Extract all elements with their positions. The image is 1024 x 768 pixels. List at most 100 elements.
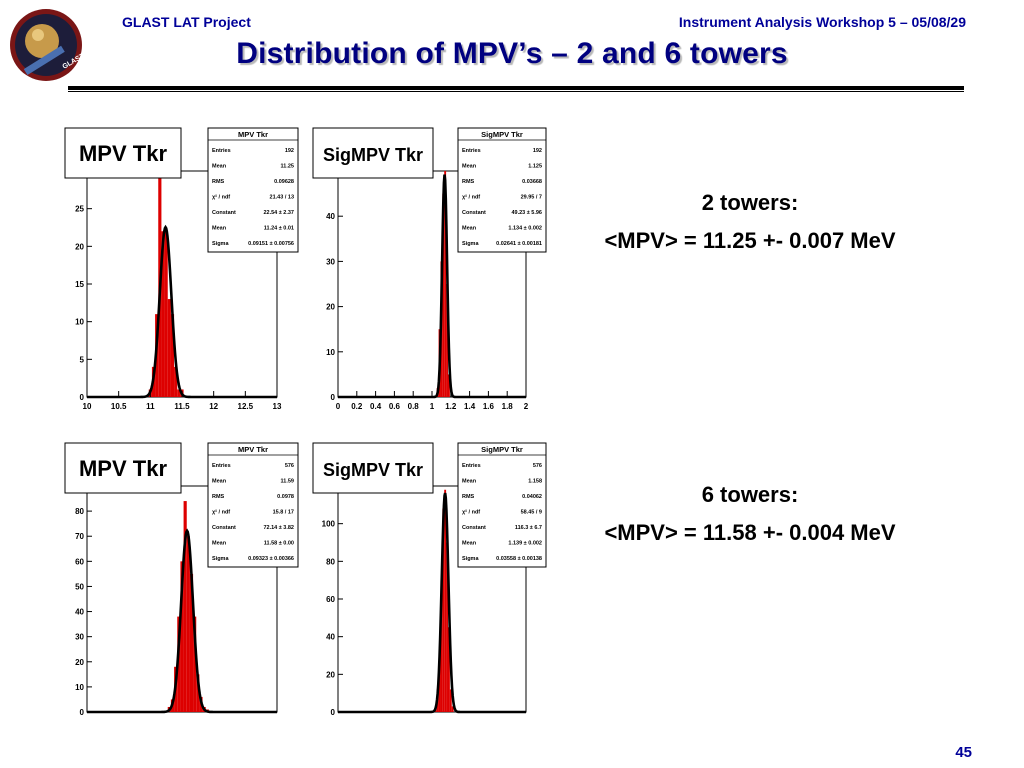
y-tick-label: 0: [331, 708, 336, 717]
title-box: [312, 442, 434, 494]
y-tick-label: 40: [75, 608, 84, 617]
stats-label: Mean: [462, 479, 477, 485]
stats-value: 72.14 ± 3.82: [263, 525, 294, 531]
stats-value: 58.45 / 9: [521, 510, 542, 516]
histogram-bar: [442, 193, 445, 397]
histogram-bar: [177, 389, 181, 397]
stats-label: Constant: [462, 525, 486, 531]
stats-value: 116.3 ± 6.7: [515, 525, 542, 531]
y-tick-label: 25: [75, 205, 84, 214]
x-tick-label: 12.5: [238, 402, 254, 411]
title-box: [312, 127, 434, 179]
histogram-bar: [447, 374, 450, 397]
stats-value: 576: [533, 463, 542, 469]
histogram-title: SigMPV Tkr: [323, 460, 423, 480]
histogram-bar: [449, 689, 452, 712]
stats-value: 11.59: [281, 479, 294, 485]
x-tick-label: 1: [430, 402, 435, 411]
histogram-bar: [193, 616, 197, 712]
histogram-bar: [444, 489, 447, 712]
stats-label: Entries: [212, 463, 231, 469]
y-tick-label: 20: [326, 303, 335, 312]
x-tick-label: 1.2: [445, 402, 457, 411]
stats-label: χ² / ndf: [462, 509, 480, 516]
title-rule-thin: [68, 91, 964, 92]
histogram-bar: [186, 536, 190, 712]
stats-value: 21.43 / 13: [270, 195, 294, 201]
stats-value: 192: [533, 148, 542, 154]
stats-label: RMS: [212, 494, 225, 500]
stats-value: 1.134 ± 0.002: [508, 226, 542, 232]
stats-label: χ² / ndf: [462, 194, 480, 201]
histogram-bar: [189, 573, 194, 712]
stats-label: Sigma: [212, 241, 229, 247]
histogram-bar: [161, 231, 165, 397]
summary-heading: 6 towers:: [701, 482, 799, 507]
stats-value: 11.58 ± 0.00: [264, 541, 294, 547]
summary-heading: 2 towers:: [701, 190, 799, 215]
y-tick-label: 5: [80, 355, 85, 364]
plot-sigmpv-6towers: 0 20 40 60 80 100 SigMPV Tkr SigMPV Tkr Entries 5…: [312, 442, 547, 717]
stats-title: MPV Tkr: [238, 445, 268, 454]
y-tick-label: 60: [326, 595, 335, 604]
summary-value: <MPV> = 11.25 +- 0.007 MeV: [604, 228, 896, 253]
stats-label: Mean: [462, 164, 477, 170]
y-tick-label: 20: [75, 658, 84, 667]
histogram-bar: [447, 627, 450, 712]
title-box: [64, 127, 182, 179]
histogram-bar: [451, 706, 454, 712]
stats-box: [207, 127, 299, 253]
histogram-bar: [164, 231, 168, 397]
stats-value: 29.95 / 7: [521, 195, 542, 201]
title-box: [64, 442, 182, 494]
stats-title: SigMPV Tkr: [481, 130, 523, 139]
stats-label: Constant: [212, 210, 236, 216]
histogram-bar: [444, 171, 447, 397]
stats-label: Entries: [462, 463, 481, 469]
stats-label: Mean: [462, 541, 477, 547]
y-tick-label: 60: [75, 557, 84, 566]
y-tick-label: 30: [326, 257, 335, 266]
stats-label: χ² / ndf: [212, 194, 230, 201]
stats-value: 1.125: [528, 164, 542, 170]
stats-label: Mean: [212, 226, 227, 232]
stats-label: RMS: [212, 179, 225, 185]
y-tick-label: 0: [80, 708, 85, 717]
histogram-bar: [177, 616, 181, 712]
x-tick-label: 11.5: [174, 402, 190, 411]
stats-label: RMS: [462, 179, 475, 185]
stats-value: 0.03558 ± 0.00138: [496, 556, 542, 562]
x-tick-label: 0.2: [351, 402, 363, 411]
stats-value: 0.04062: [522, 494, 542, 500]
stats-label: Entries: [462, 148, 481, 154]
project-name: GLAST LAT Project: [122, 14, 251, 30]
stats-label: Mean: [212, 479, 227, 485]
stats-box: [457, 442, 547, 568]
stats-value: 0.09151 ± 0.00756: [248, 241, 294, 247]
workshop-name: Instrument Analysis Workshop 5 – 05/08/2…: [678, 14, 966, 30]
stats-label: RMS: [462, 494, 475, 500]
x-tick-label: 0.4: [370, 402, 382, 411]
stats-value: 1.139 ± 0.002: [508, 541, 542, 547]
histogram-title: MPV Tkr: [79, 141, 167, 166]
stats-label: Constant: [212, 525, 236, 531]
stats-title: MPV Tkr: [238, 130, 268, 139]
x-tick-label: 0.8: [408, 402, 420, 411]
x-tick-label: 0.6: [389, 402, 401, 411]
plot-mpv-6towers: 0 10 20 30 40 50 60 70 80 MPV Tkr MPV Tkr Entries 57…: [64, 442, 299, 717]
stats-label: Sigma: [462, 556, 479, 562]
glast-logo: GLAST: [10, 9, 84, 81]
stats-value: 11.25: [281, 164, 294, 170]
summary-value: <MPV> = 11.58 +- 0.004 MeV: [604, 520, 896, 545]
x-tick-label: 10: [83, 402, 92, 411]
x-tick-label: 11: [146, 402, 155, 411]
histogram-bar: [180, 561, 184, 712]
stats-label: Mean: [462, 226, 477, 232]
stats-value: 0.09628: [274, 179, 294, 185]
stats-value: 22.54 ± 2.37: [263, 210, 294, 216]
y-tick-label: 10: [75, 683, 84, 692]
histogram-bar: [442, 508, 445, 712]
stats-label: Constant: [462, 210, 486, 216]
gaussian-fit-line: [87, 528, 277, 714]
histogram-bar: [446, 284, 448, 397]
